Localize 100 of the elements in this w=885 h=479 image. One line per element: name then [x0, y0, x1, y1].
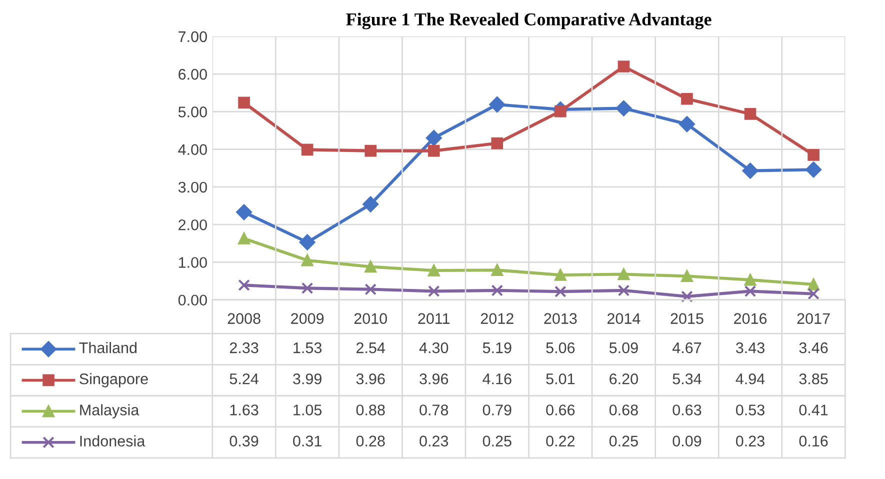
- point: [808, 288, 820, 300]
- point: [428, 264, 440, 276]
- x-tick-label: 2012: [480, 313, 514, 324]
- data-label: 3.96: [356, 373, 385, 384]
- legend-label: Thailand: [79, 342, 137, 354]
- point: [742, 162, 758, 179]
- x-tick-label: 2009: [291, 313, 324, 324]
- point: [238, 279, 250, 292]
- point: [299, 234, 316, 250]
- y-tick-label: 1.00: [178, 257, 207, 268]
- y-tick-label: 5.00: [178, 106, 207, 118]
- data-label: 6.20: [610, 373, 638, 384]
- x-tick-label: 2008: [228, 313, 260, 324]
- data-label: 3.43: [736, 342, 764, 354]
- point: [238, 232, 250, 244]
- point: [301, 144, 314, 156]
- x-tick-label: 2017: [797, 313, 830, 324]
- point: [491, 137, 504, 150]
- legend-label: Singapore: [80, 373, 148, 388]
- point: [491, 284, 504, 296]
- data-label: 0.09: [672, 436, 702, 446]
- point: [491, 264, 504, 276]
- point: [744, 108, 756, 120]
- data-label: 0.53: [736, 404, 764, 416]
- point: [679, 116, 695, 132]
- point: [554, 269, 566, 281]
- data-label: 5.06: [546, 342, 575, 354]
- data-label: 5.19: [482, 342, 512, 354]
- data-label: 0.25: [482, 436, 512, 446]
- data-label: 3.96: [420, 373, 448, 384]
- point: [554, 286, 566, 298]
- data-label: 4.94: [736, 373, 765, 384]
- x-tick-label: 2010: [354, 313, 387, 324]
- point: [428, 285, 440, 298]
- data-label: 5.24: [230, 373, 258, 384]
- point: [426, 130, 442, 146]
- point: [681, 290, 693, 302]
- x-tick-label: 2015: [670, 313, 704, 324]
- data-label: 0.78: [420, 404, 448, 416]
- point: [364, 260, 376, 273]
- point: [681, 270, 693, 282]
- data-label: 0.66: [546, 404, 575, 416]
- point: [808, 278, 820, 290]
- point: [236, 204, 252, 220]
- point: [806, 162, 822, 178]
- point: [301, 282, 314, 294]
- data-label: 1.05: [294, 404, 322, 416]
- data-label: 0.88: [356, 404, 385, 416]
- data-label: 5.34: [672, 373, 702, 384]
- point: [744, 274, 756, 286]
- point: [618, 60, 630, 72]
- y-tick-label: 7.00: [178, 31, 207, 42]
- x-tick-label: 2013: [544, 313, 577, 324]
- data-label: 0.63: [672, 404, 702, 416]
- data-label: 4.16: [482, 373, 512, 384]
- data-label: 0.39: [230, 436, 258, 446]
- data-label: 3.46: [799, 342, 828, 354]
- point: [364, 283, 376, 296]
- y-tick-label: 4.00: [178, 144, 207, 155]
- data-label: 0.25: [609, 436, 638, 446]
- data-label: 1.63: [230, 404, 258, 416]
- data-label: 0.31: [293, 436, 322, 446]
- y-tick-label: 0.00: [178, 294, 207, 306]
- legend-label: Malaysia: [80, 404, 140, 418]
- point: [616, 100, 632, 116]
- point: [301, 254, 314, 266]
- data-label: 4.67: [672, 342, 702, 354]
- data-label: 5.01: [546, 373, 575, 384]
- data-label: 1.53: [294, 342, 322, 354]
- chart-title: Figure 1 The Revealed Comparative Advantage: [346, 12, 712, 30]
- data-label: 0.41: [799, 404, 828, 416]
- point: [744, 285, 756, 298]
- data-label: 0.28: [356, 436, 385, 446]
- y-tick-label: 2.00: [178, 219, 207, 230]
- point: [428, 144, 440, 157]
- point: [681, 92, 693, 105]
- point: [618, 268, 630, 280]
- data-label: 0.79: [482, 404, 512, 416]
- point: [364, 144, 376, 157]
- point: [808, 149, 820, 161]
- point: [618, 284, 630, 296]
- x-tick-label: 2014: [607, 313, 640, 324]
- point: [238, 96, 250, 109]
- data-label: 3.85: [799, 373, 828, 384]
- x-tick-label: 2011: [418, 313, 450, 324]
- data-label: 4.30: [419, 342, 448, 354]
- data-label: 2.33: [230, 342, 258, 354]
- x-tick-label: 2016: [734, 313, 767, 324]
- data-label: 0.23: [736, 436, 764, 446]
- y-tick-label: 6.00: [178, 68, 207, 80]
- data-label: 0.68: [609, 404, 638, 416]
- data-label: 0.23: [420, 436, 448, 446]
- data-label: 0.22: [546, 436, 575, 446]
- point: [362, 196, 379, 212]
- data-label: 5.09: [609, 342, 638, 354]
- data-label: 2.54: [356, 342, 386, 354]
- legend-label: Indonesia: [80, 435, 146, 446]
- data-label: 0.16: [799, 436, 828, 446]
- y-tick-label: 3.00: [178, 182, 207, 193]
- point: [489, 96, 506, 112]
